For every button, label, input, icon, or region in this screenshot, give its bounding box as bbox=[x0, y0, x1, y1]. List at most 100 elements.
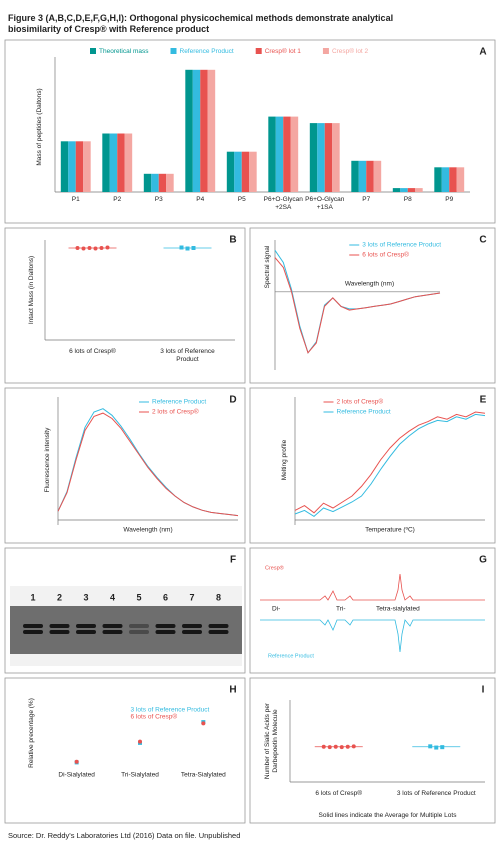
bar bbox=[166, 173, 174, 192]
x-tick-label: Tri-Sialylated bbox=[121, 772, 159, 779]
lane-label: 8 bbox=[216, 592, 221, 602]
data-point bbox=[185, 246, 190, 251]
bar bbox=[283, 116, 291, 192]
bar bbox=[290, 116, 299, 192]
panel-letter: E bbox=[480, 395, 487, 406]
bar bbox=[75, 141, 84, 192]
bar bbox=[373, 160, 382, 192]
data-point bbox=[201, 721, 206, 726]
data-point bbox=[179, 245, 184, 250]
bar bbox=[226, 151, 235, 192]
source-note: Source: Dr. Reddy's Laboratories Ltd (20… bbox=[8, 831, 241, 840]
legend-swatch bbox=[255, 48, 262, 54]
panel-letter: F bbox=[230, 555, 236, 566]
gel-band bbox=[155, 624, 176, 628]
bar bbox=[143, 173, 152, 192]
legend-swatch bbox=[90, 48, 96, 54]
bar bbox=[117, 133, 125, 192]
bar bbox=[207, 69, 216, 192]
bar bbox=[200, 69, 208, 192]
lane-label: 7 bbox=[189, 592, 194, 602]
bar bbox=[351, 160, 359, 192]
bar bbox=[456, 167, 465, 192]
gel-band bbox=[208, 630, 229, 634]
data-point bbox=[434, 745, 439, 750]
gel-band bbox=[155, 630, 176, 634]
panel-letter: I bbox=[482, 685, 485, 696]
trace-label: Reference Product bbox=[268, 653, 314, 659]
data-point bbox=[138, 739, 142, 744]
panel-letter: G bbox=[479, 555, 487, 566]
x-tick-label: Di-Sialylated bbox=[58, 772, 95, 779]
x-tick-label: P9 bbox=[445, 196, 454, 203]
x-axis-label: Wavelength (nm) bbox=[123, 527, 172, 534]
data-point bbox=[428, 744, 433, 749]
bar bbox=[185, 69, 193, 192]
bar bbox=[192, 69, 201, 192]
x-axis-label: Wavelength (nm) bbox=[345, 281, 394, 288]
lane-label: 5 bbox=[136, 592, 141, 602]
y-axis-label: Fluorescence intensity bbox=[44, 427, 52, 493]
data-line bbox=[57, 412, 239, 517]
y-axis-label: Melting profile bbox=[281, 439, 289, 481]
x-tick-label: 6 lots of Cresp® bbox=[69, 348, 116, 355]
data-point bbox=[333, 744, 338, 749]
panel-letter: A bbox=[479, 47, 486, 58]
footnote: Solid lines indicate the Average for Mul… bbox=[318, 812, 457, 819]
peak-label: Tri- bbox=[336, 606, 346, 613]
gel-band bbox=[49, 624, 70, 628]
gel-band bbox=[76, 630, 96, 634]
panel-frame bbox=[249, 547, 496, 674]
lane-label: 2 bbox=[57, 592, 62, 602]
bar bbox=[434, 167, 442, 192]
x-tick-label: P1 bbox=[71, 196, 80, 203]
data-line bbox=[294, 411, 486, 514]
legend-swatch bbox=[170, 48, 177, 54]
panel-frame bbox=[4, 39, 496, 224]
gel-band bbox=[208, 624, 229, 628]
lane-label: 1 bbox=[30, 592, 35, 602]
bar bbox=[309, 123, 318, 192]
legend-label: 2 lots of Cresp® bbox=[337, 398, 384, 406]
gel-band bbox=[102, 624, 123, 628]
bar bbox=[102, 133, 110, 192]
panel-letter: H bbox=[229, 685, 236, 696]
bar bbox=[324, 123, 333, 192]
lane-label: 4 bbox=[110, 592, 115, 602]
x-tick-label: 6 lots of Cresp® bbox=[315, 790, 363, 797]
gel-band bbox=[102, 630, 123, 634]
x-tick-label: P7 bbox=[362, 196, 371, 203]
bar bbox=[449, 167, 457, 192]
bar bbox=[68, 141, 76, 192]
y-axis-label: Intact Mass (in Daltons) bbox=[28, 255, 36, 325]
reference-trace bbox=[260, 619, 485, 653]
legend-label: Cresp® lot 2 bbox=[332, 47, 369, 55]
data-point bbox=[87, 246, 92, 250]
y-axis-label: Spectral signal bbox=[264, 246, 272, 289]
gel-band bbox=[129, 630, 149, 634]
x-tick-label: 3 lots of Reference Product bbox=[396, 790, 476, 797]
bar bbox=[400, 188, 408, 192]
panel-letter: D bbox=[229, 395, 236, 406]
legend-label: Reference Product bbox=[337, 409, 391, 416]
gel-band bbox=[182, 630, 202, 634]
bar bbox=[317, 123, 325, 192]
bar bbox=[158, 173, 167, 192]
data-point bbox=[321, 744, 326, 749]
bar bbox=[415, 188, 423, 192]
panel-letter: B bbox=[229, 235, 236, 246]
figure-title: Figure 3 (A,B,C,D,E,F,G,H,I): Orthogonal… bbox=[8, 13, 394, 35]
x-axis-label: Temperature (ºC) bbox=[365, 527, 415, 534]
bar bbox=[234, 151, 242, 192]
data-point bbox=[327, 745, 332, 750]
panel-frame bbox=[4, 227, 246, 384]
x-tick-label: P6+O-Glycan +2SA bbox=[263, 196, 303, 211]
data-point bbox=[75, 246, 80, 250]
data-point bbox=[351, 744, 356, 749]
data-point bbox=[191, 246, 196, 250]
legend-label: Reference Product bbox=[180, 48, 234, 55]
panel-frame bbox=[249, 227, 496, 384]
data-point bbox=[345, 744, 350, 749]
data-point bbox=[99, 246, 104, 250]
